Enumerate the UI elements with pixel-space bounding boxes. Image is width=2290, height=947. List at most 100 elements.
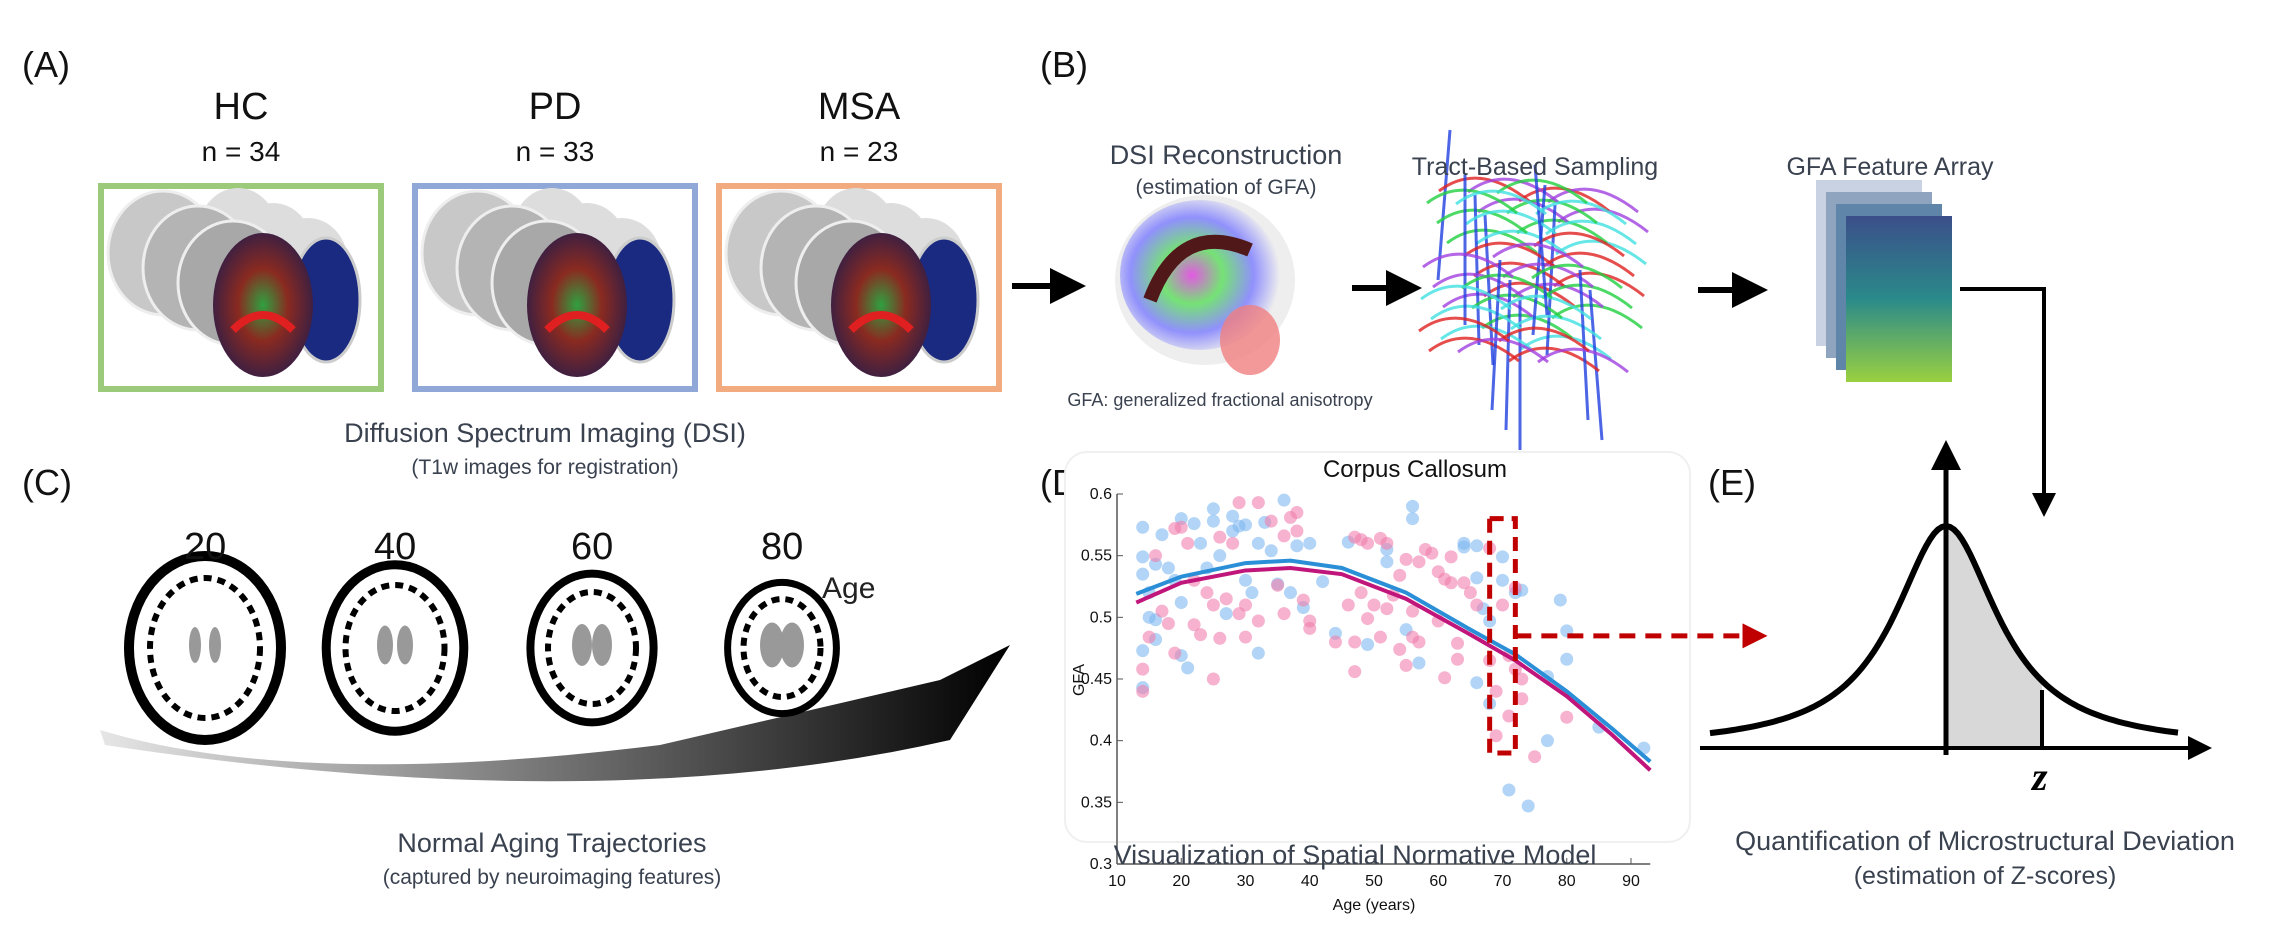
ventricle	[189, 627, 201, 663]
data-point	[1219, 592, 1233, 606]
group-n-pd: n = 33	[515, 136, 595, 167]
panel-label-e: (E)	[1708, 462, 1756, 503]
x-tick-label: 90	[1622, 873, 1640, 890]
fiber	[1465, 209, 1557, 236]
data-point	[1161, 561, 1175, 575]
data-point	[1328, 635, 1342, 649]
data-point	[1213, 530, 1227, 544]
group-box-msa	[716, 183, 1002, 392]
data-point	[1232, 496, 1246, 510]
data-point	[1560, 710, 1574, 724]
y-tick-label: 0.55	[1081, 548, 1112, 565]
fiber	[1555, 239, 1647, 266]
data-point	[1219, 607, 1233, 621]
data-point	[1251, 614, 1265, 628]
data-point	[1239, 630, 1252, 644]
data-point	[1521, 799, 1535, 813]
step-title-tract: Tract-Based Sampling	[1411, 153, 1659, 181]
chart-card	[1064, 451, 1691, 843]
data-point	[1348, 665, 1362, 679]
x-tick-label: 30	[1237, 873, 1255, 890]
fiber	[1490, 259, 1502, 411]
data-point	[1341, 598, 1355, 612]
gyri	[545, 589, 639, 707]
data-point	[1361, 612, 1375, 626]
data-point	[1444, 550, 1458, 564]
data-point	[1290, 539, 1304, 553]
panel-label-c: (C)	[22, 462, 72, 503]
fiber	[1516, 218, 1608, 245]
group-title-hc: HC	[213, 86, 269, 128]
data-point	[1251, 536, 1265, 550]
y-tick-label: 0.3	[1090, 856, 1112, 873]
x-tick-label: 70	[1494, 873, 1512, 890]
group-box-hc	[98, 183, 384, 392]
data-point	[1142, 630, 1156, 644]
data-point	[1155, 604, 1169, 618]
group-n-msa: n = 23	[819, 136, 899, 167]
z-score-distribution: z	[1700, 440, 2212, 799]
data-point	[1399, 658, 1413, 672]
data-point	[1187, 618, 1201, 632]
fiber	[1432, 272, 1524, 299]
panel-a-subcaption: (T1w images for registration)	[411, 456, 679, 479]
data-point	[1528, 750, 1542, 764]
fiber	[1438, 176, 1530, 203]
tractography-image	[1418, 129, 1649, 450]
data-point	[1155, 528, 1169, 542]
fiber	[1436, 208, 1528, 235]
arrow-icon	[1960, 287, 2056, 517]
dti-colormap-slice	[527, 233, 627, 377]
ventricle	[780, 622, 804, 668]
data-point	[1251, 646, 1265, 660]
x-tick-label: 50	[1365, 873, 1383, 890]
data-point	[1380, 555, 1394, 569]
fiber	[1510, 314, 1602, 341]
x-tick-label: 10	[1108, 873, 1126, 890]
y-tick-label: 0.5	[1090, 609, 1112, 626]
dti-tract	[544, 311, 610, 333]
t1-axial-brain-images	[124, 551, 840, 745]
data-point	[1373, 630, 1387, 644]
ventricle	[572, 624, 592, 666]
data-point	[1412, 635, 1426, 649]
data-point	[1361, 637, 1375, 651]
fiber	[1547, 187, 1639, 214]
data-point	[1502, 783, 1516, 797]
panel-c-caption: Normal Aging Trajectories	[397, 828, 707, 858]
fit-curve	[1135, 558, 1652, 764]
data-point	[1187, 517, 1201, 531]
age-label-60: 60	[571, 526, 614, 568]
data-point	[1161, 617, 1175, 630]
data-point	[1399, 552, 1413, 566]
data-point	[1316, 575, 1330, 589]
fiber	[1537, 347, 1629, 374]
fiber	[1508, 346, 1600, 373]
group-box-pd	[412, 183, 698, 392]
fiber	[1442, 292, 1534, 319]
data-point	[1502, 709, 1516, 723]
data-point	[1489, 684, 1503, 698]
data-point	[1406, 604, 1420, 618]
fiber	[1518, 186, 1610, 213]
fiber	[1473, 261, 1565, 288]
data-point	[1200, 586, 1214, 600]
age-label-40: 40	[374, 526, 417, 568]
group-title-msa: MSA	[817, 86, 901, 128]
fiber	[1471, 293, 1563, 320]
fiber	[1553, 271, 1645, 298]
data-point	[1463, 586, 1477, 600]
panel-label-a: (A)	[22, 44, 70, 85]
data-point	[1412, 656, 1426, 670]
ventricle	[760, 622, 784, 668]
group-title-pd: PD	[528, 86, 582, 128]
fiber	[1578, 269, 1590, 421]
fiber	[1498, 326, 1590, 353]
ventricle	[209, 627, 221, 663]
data-point	[1354, 586, 1368, 600]
data-point	[1489, 729, 1503, 743]
x-tick-label: 60	[1429, 873, 1447, 890]
data-point	[1283, 586, 1297, 600]
fiber	[1535, 199, 1627, 226]
